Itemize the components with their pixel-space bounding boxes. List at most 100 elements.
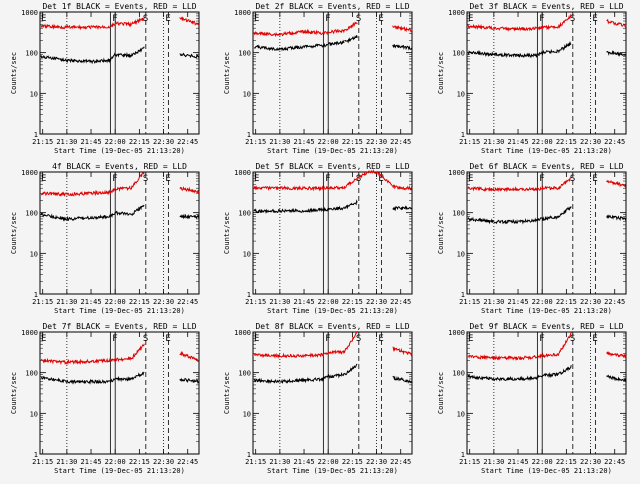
x-tick-label: 21:30 [483, 458, 504, 466]
x-tick-label: 22:15 [342, 458, 363, 466]
y-tick-label: 1 [247, 451, 251, 459]
x-tick-label: 22:15 [342, 298, 363, 306]
x-axis-label: Start Time (19-Dec-05 21:13:20) [267, 307, 398, 315]
x-tick-label: 22:45 [177, 298, 198, 306]
marker-label: E [165, 174, 170, 184]
x-tick-label: 22:30 [366, 138, 387, 146]
x-tick-label: 22:15 [556, 458, 577, 466]
y-axis-label: Counts/sec [10, 52, 18, 94]
x-tick-label: 21:15 [459, 458, 480, 466]
panel-1: Det 1f BLACK = Events, RED = LLD E F S E 1 10 1… [10, 2, 200, 155]
marker-label: E [41, 334, 46, 344]
marker-label: E [592, 174, 597, 184]
panel-title: Det 8f BLACK = Events, RED = LLD [255, 322, 409, 331]
x-tick-label: 21:15 [459, 298, 480, 306]
panel-title: Det 6f BLACK = Events, RED = LLD [469, 162, 623, 171]
y-tick-label: 1000 [21, 9, 38, 17]
y-tick-label: 1000 [234, 169, 251, 177]
x-tick-label: 22:00 [105, 458, 126, 466]
x-axis-label: Start Time (19-Dec-05 21:13:20) [54, 147, 185, 155]
x-tick-label: 22:45 [177, 458, 198, 466]
y-tick-label: 100 [25, 370, 38, 378]
series-lld-line [40, 172, 200, 197]
y-tick-label: 1 [461, 291, 465, 299]
marker-label: E [254, 14, 259, 24]
marker-label: E [165, 14, 170, 24]
x-tick-label: 22:45 [177, 138, 198, 146]
x-tick-label: 22:00 [532, 138, 553, 146]
panel-title: Det 1f BLACK = Events, RED = LLD [42, 2, 196, 11]
marker-label: S [570, 14, 575, 24]
x-tick-label: 22:15 [129, 298, 150, 306]
y-axis-label: Counts/sec [437, 372, 445, 414]
series-lld-line [40, 343, 200, 366]
marker-label: S [143, 14, 148, 24]
x-tick-label: 22:45 [604, 298, 625, 306]
panel-9: Det 9f BLACK = Events, RED = LLD E F S E 1 10 1… [437, 322, 627, 475]
marker-label: S [356, 334, 361, 344]
x-axis-label: Start Time (19-Dec-05 21:13:20) [481, 147, 612, 155]
plot-frame [252, 331, 413, 455]
y-tick-label: 1000 [448, 169, 465, 177]
marker-label: E [592, 334, 597, 344]
marker-label: E [468, 334, 473, 344]
plot-frame [466, 331, 627, 455]
marker-label: F [325, 174, 330, 184]
plot-frame [39, 11, 200, 135]
marker-label: E [468, 14, 473, 24]
plot-frame [466, 171, 627, 295]
y-axis-label: Counts/sec [223, 212, 231, 254]
panel-3: Det 3f BLACK = Events, RED = LLD E F S E 1 10 1… [437, 2, 627, 155]
series-events-line [467, 206, 627, 225]
x-axis-label: Start Time (19-Dec-05 21:13:20) [54, 307, 185, 315]
marker-label: E [592, 14, 597, 24]
x-tick-label: 21:30 [483, 138, 504, 146]
y-tick-label: 100 [25, 50, 38, 58]
y-axis-label: Counts/sec [10, 212, 18, 254]
series-events-line [253, 363, 413, 385]
panel-5: Det 5f BLACK = Events, RED = LLD E F S E 1 10 1… [223, 162, 413, 315]
marker-label: E [378, 174, 383, 184]
y-tick-label: 1 [34, 451, 38, 459]
y-axis-label: Counts/sec [10, 372, 18, 414]
x-tick-label: 21:45 [80, 138, 101, 146]
series-events-line [253, 35, 413, 52]
x-tick-label: 22:00 [532, 458, 553, 466]
marker-label: S [356, 14, 361, 24]
x-axis-label: Start Time (19-Dec-05 21:13:20) [54, 467, 185, 475]
x-tick-label: 21:45 [507, 138, 528, 146]
x-tick-label: 21:15 [32, 138, 53, 146]
x-tick-label: 22:45 [604, 138, 625, 146]
y-tick-label: 1 [34, 131, 38, 139]
y-tick-label: 1000 [234, 329, 251, 337]
x-tick-label: 21:15 [245, 458, 266, 466]
x-tick-label: 21:15 [245, 138, 266, 146]
marker-label: E [165, 334, 170, 344]
panel-title: Det 9f BLACK = Events, RED = LLD [469, 322, 623, 331]
y-tick-label: 10 [30, 90, 38, 98]
series-lld-line [467, 332, 627, 362]
x-tick-label: 21:15 [459, 138, 480, 146]
series-lld-line [467, 13, 627, 32]
y-tick-label: 100 [452, 210, 465, 218]
x-tick-label: 21:30 [269, 298, 290, 306]
marker-label: F [325, 14, 330, 24]
x-tick-label: 21:45 [507, 298, 528, 306]
x-tick-label: 22:30 [366, 458, 387, 466]
x-tick-label: 22:30 [580, 458, 601, 466]
x-tick-label: 22:30 [580, 298, 601, 306]
x-tick-label: 21:45 [293, 458, 314, 466]
x-tick-label: 22:15 [342, 138, 363, 146]
marker-label: S [143, 174, 148, 184]
y-tick-label: 1 [34, 291, 38, 299]
marker-label: E [41, 174, 46, 184]
plot-frame [39, 171, 200, 295]
x-tick-label: 21:45 [293, 138, 314, 146]
marker-label: E [468, 174, 473, 184]
series-events-line [41, 371, 200, 385]
x-tick-label: 21:15 [245, 298, 266, 306]
marker-label: E [41, 14, 46, 24]
series-lld-line [253, 330, 413, 359]
x-tick-label: 21:45 [80, 458, 101, 466]
